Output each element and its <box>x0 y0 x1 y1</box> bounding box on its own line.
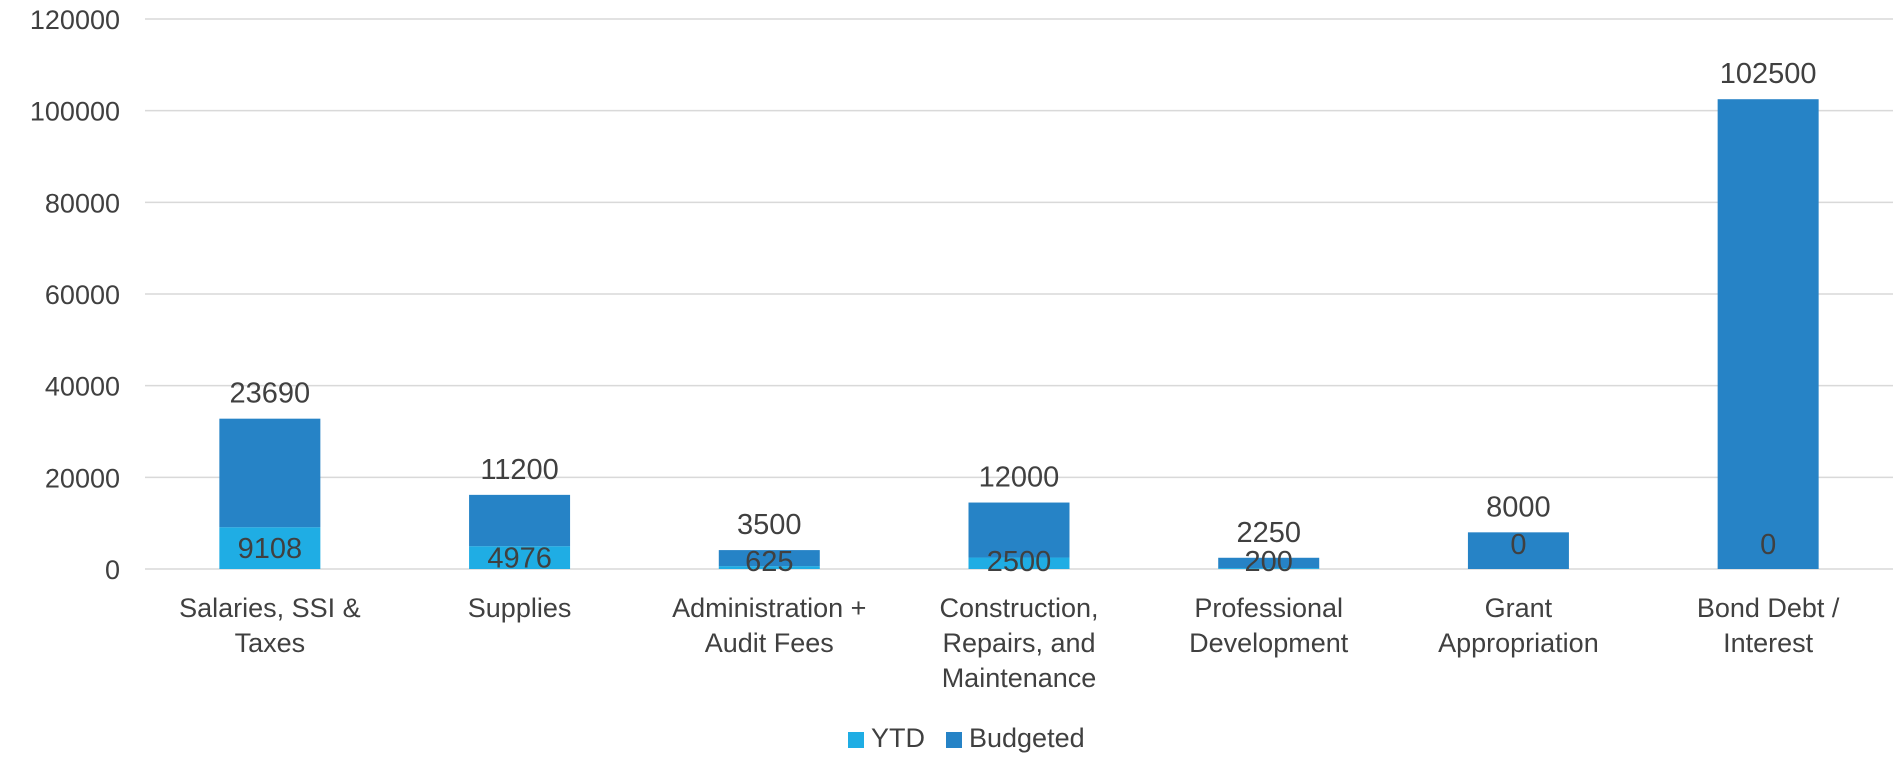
y-tick-label: 0 <box>105 555 120 585</box>
data-label-budgeted: 3500 <box>737 509 802 541</box>
legend: YTD Budgeted <box>848 723 1085 753</box>
y-tick-label: 40000 <box>45 372 120 402</box>
x-category-label: Administration + <box>672 593 866 623</box>
bar-ytd <box>718 566 820 569</box>
bar-ytd <box>1218 568 1320 569</box>
data-labels: 9108 23690 4976 11200 625 3500 2500 12000 200225… <box>230 58 1817 578</box>
bar-budgeted <box>1717 99 1819 569</box>
x-category-label: Bond Debt / <box>1697 593 1840 623</box>
data-label-budgeted: 12000 <box>979 462 1060 494</box>
bar-ytd <box>968 557 1070 569</box>
gridlines <box>145 18 1893 570</box>
x-category-label: Interest <box>1723 628 1814 658</box>
data-label-budgeted: 11200 <box>480 454 559 486</box>
data-label-budgeted: 8000 <box>1486 491 1551 523</box>
y-tick-label: 60000 <box>45 280 120 310</box>
x-category-label: Professional <box>1194 593 1343 623</box>
y-tick-label: 120000 <box>30 5 120 35</box>
bar-ytd <box>469 546 571 569</box>
y-axis-ticks: 0 20000 40000 60000 80000 100000 120000 <box>30 5 120 585</box>
bar-ytd <box>219 527 321 569</box>
data-label-budgeted: 23690 <box>230 378 311 410</box>
bar-budgeted <box>1467 532 1569 569</box>
x-category-label: Development <box>1189 628 1349 658</box>
x-category-label: Maintenance <box>942 663 1097 693</box>
data-label-ytd: 4976 <box>487 543 552 575</box>
x-category-label: Taxes <box>235 628 306 658</box>
data-label-ytd: 200 <box>1245 546 1293 578</box>
x-category-label: Appropriation <box>1438 628 1599 658</box>
bar-budgeted <box>718 550 820 567</box>
bar-budgeted <box>1218 557 1320 569</box>
legend-label: YTD <box>871 723 925 753</box>
data-label-budgeted: 2250 <box>1236 517 1301 549</box>
legend-swatch <box>946 732 962 748</box>
data-label-ytd: 2500 <box>987 546 1052 578</box>
y-tick-label: 80000 <box>45 188 120 218</box>
x-category-label: Construction, <box>939 593 1098 623</box>
data-label-ytd: 9108 <box>238 533 303 565</box>
bar-budgeted <box>968 502 1070 558</box>
legend-swatch <box>848 732 864 748</box>
x-axis-category-labels: Salaries, SSI & Taxes Supplies Administrati… <box>179 593 1840 693</box>
x-category-label: Audit Fees <box>705 628 834 658</box>
bar-budgeted <box>469 494 571 547</box>
x-category-label: Repairs, and <box>942 628 1095 658</box>
x-category-label: Salaries, SSI & <box>179 593 361 623</box>
data-label-budgeted: 102500 <box>1720 58 1817 90</box>
x-category-label: Grant <box>1485 593 1553 623</box>
x-category-label: Supplies <box>468 593 572 623</box>
data-label-ytd: 625 <box>745 546 793 578</box>
bars <box>219 99 1819 569</box>
bar-budgeted <box>219 418 321 528</box>
y-tick-label: 100000 <box>30 97 120 127</box>
y-tick-label: 20000 <box>45 463 120 493</box>
data-label-ytd: 0 <box>1510 529 1526 561</box>
data-label-ytd: 0 <box>1760 529 1776 561</box>
legend-label: Budgeted <box>969 723 1085 753</box>
